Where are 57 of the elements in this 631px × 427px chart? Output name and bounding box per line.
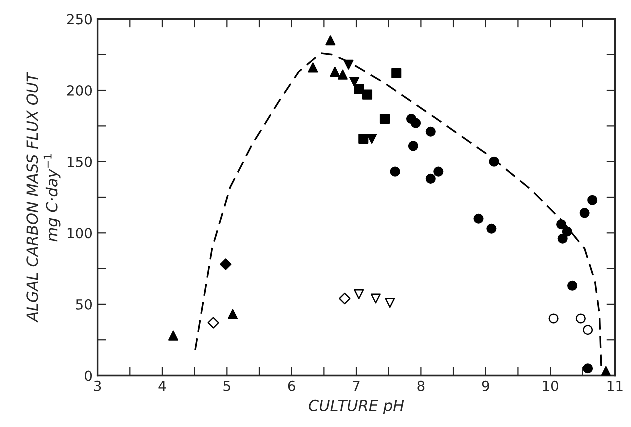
y-tick-label: 0 <box>85 370 92 382</box>
point <box>562 226 572 237</box>
x-tick-label: 7 <box>353 381 360 392</box>
point <box>228 309 238 320</box>
point <box>380 114 390 124</box>
point <box>168 330 178 341</box>
y-axis-title: ALGAL CARBON MASS FLUX OUT mg C·day$^{−1}$ <box>26 72 61 323</box>
point <box>208 317 220 329</box>
x-tick-label: 8 <box>418 380 425 392</box>
point <box>489 156 500 167</box>
point <box>426 126 436 137</box>
point <box>601 366 612 376</box>
point <box>385 298 396 308</box>
point <box>339 292 351 305</box>
point <box>392 68 402 78</box>
x-tick-label: 5 <box>224 381 230 392</box>
point <box>326 36 336 46</box>
point <box>220 258 232 270</box>
x-tick-label: 10 <box>543 380 558 392</box>
point <box>354 289 364 300</box>
point <box>344 60 354 70</box>
point <box>580 208 590 218</box>
y-tick-label: 250 <box>67 14 92 25</box>
point <box>408 141 418 152</box>
point <box>588 195 598 206</box>
point <box>486 224 497 234</box>
point <box>411 118 422 128</box>
point <box>426 174 436 184</box>
point <box>362 90 373 100</box>
point <box>558 234 568 244</box>
y-tick-label: 200 <box>67 85 92 96</box>
x-tick-label: 6 <box>288 380 296 392</box>
point <box>330 66 340 77</box>
y-tick-label: 100 <box>68 228 92 239</box>
point <box>370 294 381 304</box>
point <box>308 62 318 73</box>
point <box>548 314 559 324</box>
point <box>576 314 586 324</box>
point <box>474 214 484 224</box>
x-tick-label: 9 <box>482 380 490 392</box>
x-tick-label: 11 <box>608 381 623 392</box>
x-axis-title: CULTURE pH <box>309 400 404 414</box>
y-tick-label: 50 <box>76 299 92 310</box>
point <box>583 364 594 374</box>
point <box>338 70 348 80</box>
point <box>367 134 378 144</box>
point <box>583 325 594 336</box>
point <box>358 134 369 144</box>
x-tick-label: 4 <box>158 381 166 392</box>
point <box>434 166 444 177</box>
x-tick-label: 3 <box>94 380 102 392</box>
y-tick-label: 150 <box>68 156 92 168</box>
point <box>556 220 567 230</box>
point <box>350 76 360 87</box>
point <box>390 166 400 177</box>
point <box>568 280 578 291</box>
point <box>354 84 364 94</box>
